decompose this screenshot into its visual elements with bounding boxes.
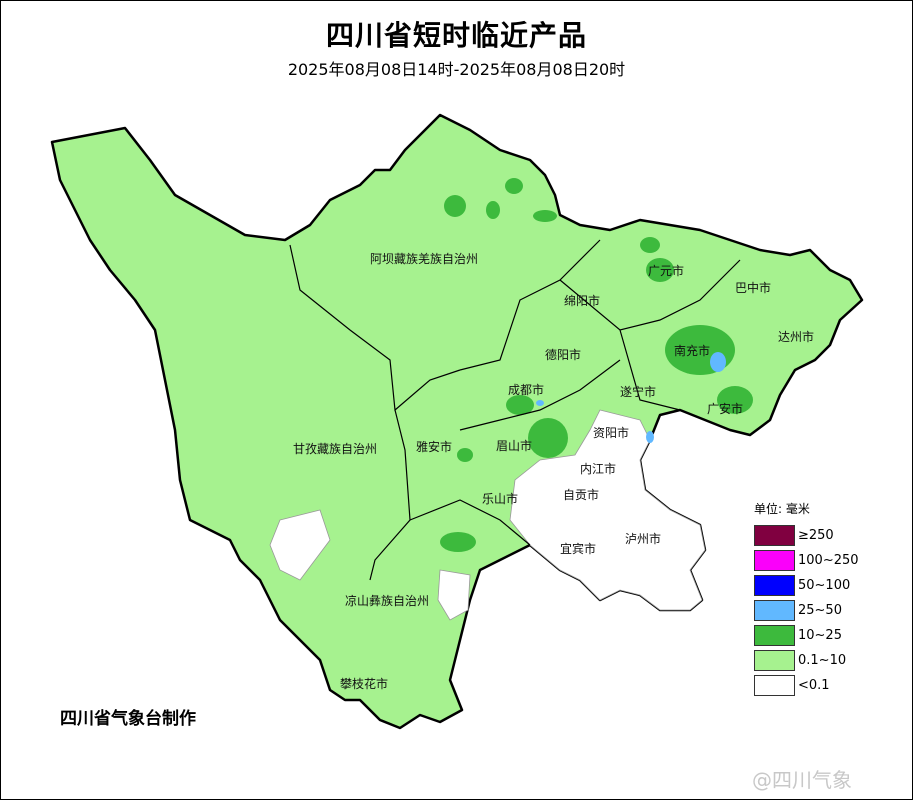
legend-swatch [754, 550, 795, 571]
region-label: 遂宁市 [620, 385, 657, 399]
region-label: 眉山市 [496, 439, 533, 453]
legend-unit: 单位: 毫米 [754, 502, 810, 516]
region-label: 资阳市 [593, 426, 630, 440]
no-rain-area-southwest [269, 509, 331, 581]
region-label: 巴中市 [735, 281, 772, 295]
region-label: 泸州市 [625, 532, 662, 546]
legend-swatch [754, 675, 795, 696]
region-label: 宜宾市 [560, 542, 597, 556]
legend-label: 100~250 [798, 553, 859, 568]
region-label: 阿坝藏族羌族自治州 [370, 252, 479, 266]
region-label: 自贡市 [563, 488, 600, 502]
page-title: 四川省短时临近产品 [325, 19, 587, 52]
legend-swatch [754, 525, 795, 546]
region-label: 攀枝花市 [340, 677, 389, 691]
legend-item: 100~250 [754, 548, 859, 573]
legend-item: 50~100 [754, 573, 859, 598]
weibo-watermark: @四川气象 [752, 768, 852, 792]
region-label: 乐山市 [482, 492, 519, 506]
region-label: 南充市 [674, 344, 711, 358]
legend-item: 25~50 [754, 598, 859, 623]
legend-label: 25~50 [798, 603, 842, 618]
region-label: 广安市 [707, 402, 744, 416]
legend-label: <0.1 [798, 678, 830, 693]
legend-label: 50~100 [798, 578, 851, 593]
legend-label: 0.1~10 [798, 653, 847, 668]
city-boundaries [289, 239, 741, 581]
legend-swatch [754, 575, 795, 596]
legend-item: 0.1~10 [754, 648, 859, 673]
legend-label: 10~25 [798, 628, 842, 643]
legend-swatch [754, 600, 795, 621]
no-rain-area-south [437, 569, 471, 621]
region-label: 凉山彝族自治州 [345, 594, 430, 608]
region-label: 甘孜藏族自治州 [293, 442, 378, 456]
region-label: 内江市 [580, 462, 617, 476]
time-range: 2025年08月08日14时-2025年08月08日20时 [287, 60, 626, 79]
region-label: 广元市 [648, 264, 685, 278]
producer-credit: 四川省气象台制作 [60, 709, 196, 729]
no-rain-area-southeast [509, 409, 706, 611]
region-label: 德阳市 [545, 348, 582, 362]
region-label: 雅安市 [416, 440, 453, 454]
heavy-rain-areas [536, 352, 726, 443]
legend-swatch [754, 625, 795, 646]
legend-label: ≥250 [798, 528, 834, 543]
region-label: 达州市 [778, 330, 815, 344]
region-label: 成都市 [508, 383, 545, 397]
legend-item: 10~25 [754, 623, 859, 648]
legend-item: <0.1 [754, 673, 859, 698]
moderate-rain-areas [440, 178, 753, 552]
legend-item: ≥250 [754, 523, 859, 548]
legend: 单位: 毫米 ≥250 100~250 50~100 25~50 10~25 0… [754, 500, 859, 698]
region-label: 绵阳市 [564, 294, 601, 308]
legend-swatch [754, 650, 795, 671]
